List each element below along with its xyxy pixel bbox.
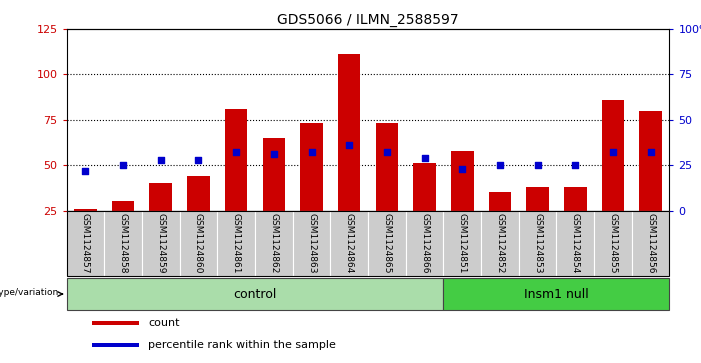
Bar (489, 192, 511, 256)
Point (155, 157, 166, 163)
Text: control: control (233, 287, 277, 301)
Text: GSM1124858: GSM1124858 (118, 213, 128, 274)
Bar (262, 138, 285, 256)
Bar (413, 163, 436, 256)
Point (193, 157, 204, 163)
Bar (225, 109, 247, 256)
Title: GDS5066 / ILMN_2588597: GDS5066 / ILMN_2588597 (277, 13, 459, 26)
Bar (557, 211, 594, 276)
Text: GSM1124866: GSM1124866 (420, 213, 429, 274)
Bar (632, 211, 669, 276)
Bar (217, 211, 255, 276)
Bar (594, 211, 632, 276)
Text: percentile rank within the sample: percentile rank within the sample (149, 340, 336, 350)
Text: GSM1124864: GSM1124864 (345, 213, 354, 274)
Bar (142, 211, 179, 276)
Point (570, 162, 581, 168)
Bar (93, 343, 139, 347)
Text: Insm1 null: Insm1 null (524, 287, 589, 301)
Text: GSM1124852: GSM1124852 (496, 213, 505, 274)
Point (231, 150, 242, 155)
Bar (376, 123, 398, 256)
Bar (564, 187, 587, 256)
Bar (481, 211, 519, 276)
Bar (601, 100, 624, 256)
Point (343, 142, 355, 148)
Text: GSM1124854: GSM1124854 (571, 213, 580, 274)
Text: GSM1124860: GSM1124860 (194, 213, 203, 274)
Bar (149, 183, 172, 256)
Text: GSM1124857: GSM1124857 (81, 213, 90, 274)
Point (268, 151, 280, 157)
Bar (255, 211, 293, 276)
Bar (67, 278, 443, 310)
Bar (187, 176, 210, 256)
Point (532, 162, 543, 168)
Bar (639, 111, 662, 256)
Bar (300, 123, 322, 256)
Bar (330, 211, 368, 276)
Bar (111, 201, 135, 256)
Text: GSM1124856: GSM1124856 (646, 213, 655, 274)
Bar (368, 211, 406, 276)
Text: genotype/variation: genotype/variation (0, 288, 59, 297)
Bar (179, 211, 217, 276)
Point (306, 150, 317, 155)
Bar (338, 54, 360, 256)
Bar (74, 209, 97, 256)
Point (419, 155, 430, 161)
Point (494, 162, 505, 168)
Bar (406, 211, 443, 276)
Bar (443, 278, 669, 310)
Point (80, 168, 91, 174)
Bar (526, 187, 549, 256)
Point (381, 150, 393, 155)
Bar (293, 211, 330, 276)
Bar (67, 211, 104, 276)
Text: count: count (149, 318, 180, 328)
Bar (519, 211, 557, 276)
Text: GSM1124865: GSM1124865 (382, 213, 391, 274)
Text: GSM1124862: GSM1124862 (269, 213, 278, 274)
Bar (93, 321, 139, 325)
Text: GSM1124855: GSM1124855 (608, 213, 618, 274)
Bar (443, 211, 481, 276)
Point (607, 150, 618, 155)
Text: GSM1124859: GSM1124859 (156, 213, 165, 274)
Bar (451, 151, 473, 256)
Point (456, 166, 468, 172)
Text: GSM1124861: GSM1124861 (231, 213, 240, 274)
Text: GSM1124851: GSM1124851 (458, 213, 467, 274)
Point (645, 150, 656, 155)
Text: GSM1124863: GSM1124863 (307, 213, 316, 274)
Point (118, 162, 129, 168)
Text: GSM1124853: GSM1124853 (533, 213, 542, 274)
Bar (104, 211, 142, 276)
